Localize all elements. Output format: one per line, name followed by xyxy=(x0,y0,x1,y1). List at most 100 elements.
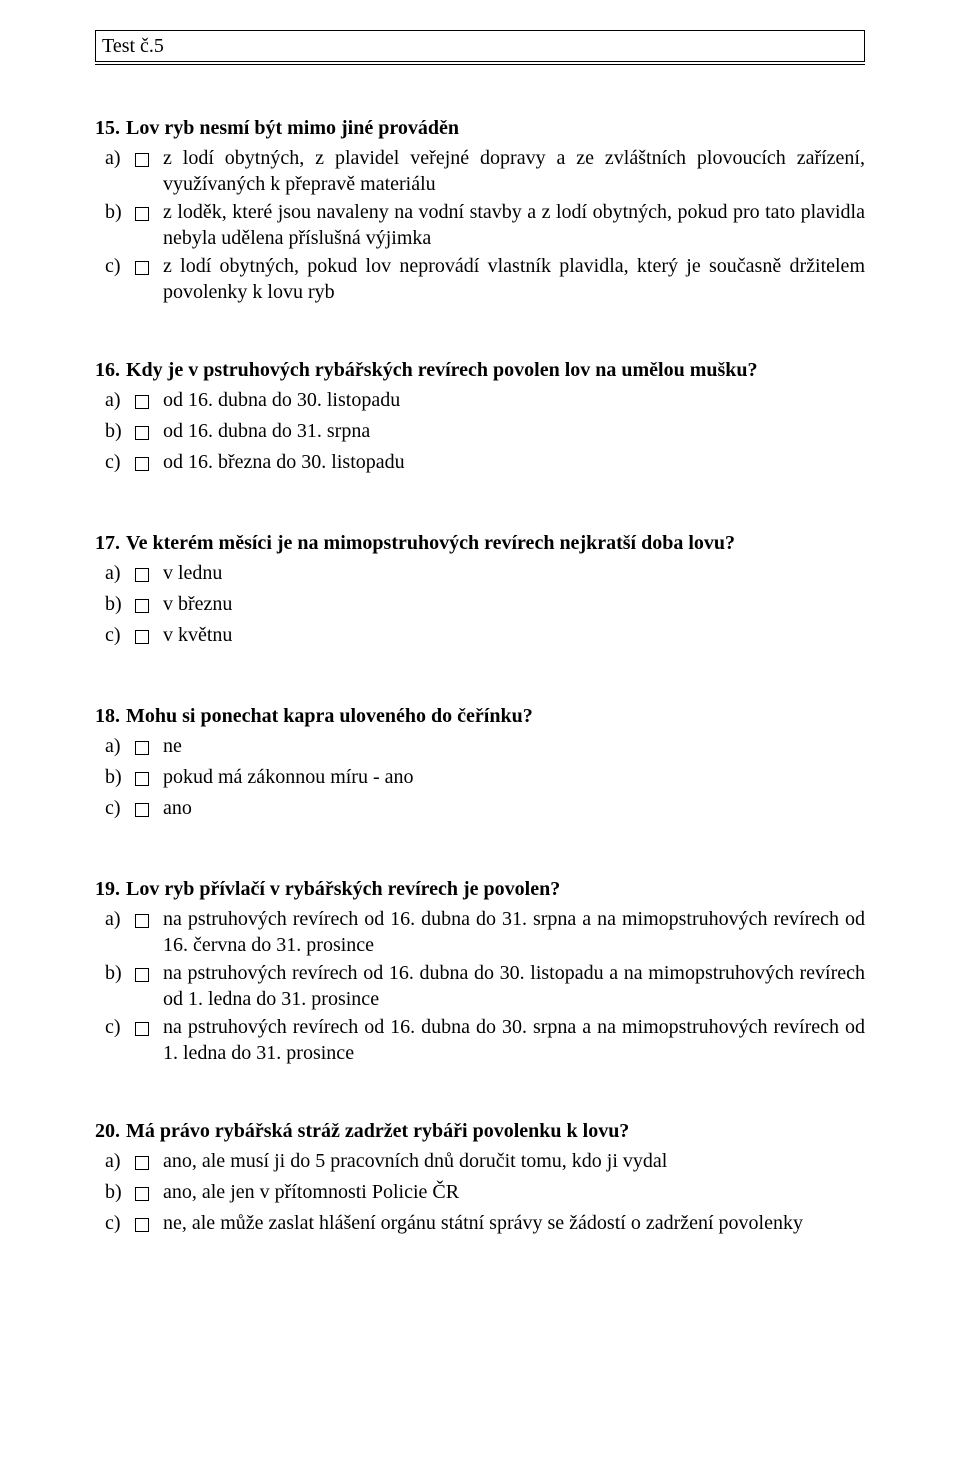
option-text: na pstruhových revírech od 16. dubna do … xyxy=(157,906,865,958)
option-text: v květnu xyxy=(157,622,865,648)
option-checkbox[interactable] xyxy=(135,1022,149,1036)
option-letter: c) xyxy=(95,1014,135,1040)
header-box: Test č.5 xyxy=(95,30,865,62)
option-row: c)ano xyxy=(95,795,865,824)
option-row: c) v květnu xyxy=(95,622,865,651)
option-letter: b) xyxy=(95,199,135,225)
question-heading: 15.Lov ryb nesmí být mimo jiné prováděn xyxy=(95,115,865,141)
option-checkbox-wrap xyxy=(135,387,157,416)
option-checkbox[interactable] xyxy=(135,457,149,471)
option-text: z lodí obytných, z plavidel veřejné dopr… xyxy=(157,145,865,197)
option-checkbox-wrap xyxy=(135,199,157,228)
question-text: Mohu si ponechat kapra uloveného do čeří… xyxy=(126,703,865,729)
option-letter: b) xyxy=(95,764,135,790)
option-row: a)na pstruhových revírech od 16. dubna d… xyxy=(95,906,865,958)
option-checkbox[interactable] xyxy=(135,630,149,644)
option-checkbox[interactable] xyxy=(135,1156,149,1170)
option-text: ne xyxy=(157,733,865,759)
option-text: z loděk, které jsou navaleny na vodní st… xyxy=(157,199,865,251)
option-checkbox-wrap xyxy=(135,1014,157,1043)
option-checkbox[interactable] xyxy=(135,395,149,409)
header-rule xyxy=(95,64,865,65)
question-number: 18. xyxy=(95,703,126,729)
questions-container: 15.Lov ryb nesmí být mimo jiné prováděn a… xyxy=(95,115,865,1239)
option-checkbox-wrap xyxy=(135,764,157,793)
option-checkbox[interactable] xyxy=(135,261,149,275)
option-row: a) ano, ale musí ji do 5 pracovních dnů d… xyxy=(95,1148,865,1177)
page: Test č.5 15.Lov ryb nesmí být mimo jiné … xyxy=(0,0,960,1481)
option-checkbox-wrap xyxy=(135,906,157,935)
option-text: od 16. března do 30. listopadu xyxy=(157,449,865,475)
question-block: 15.Lov ryb nesmí být mimo jiné prováděn a… xyxy=(95,115,865,305)
question-block: 19.Lov ryb přívlačí v rybářských revírec… xyxy=(95,876,865,1066)
option-text: z lodí obytných, pokud lov neprovádí vla… xyxy=(157,253,865,305)
option-letter: a) xyxy=(95,733,135,759)
option-checkbox-wrap xyxy=(135,253,157,282)
option-checkbox-wrap xyxy=(135,591,157,620)
option-checkbox[interactable] xyxy=(135,207,149,221)
option-row: a)od 16. dubna do 30. listopadu xyxy=(95,387,865,416)
option-row: b) z loděk, které jsou navaleny na vodní … xyxy=(95,199,865,251)
option-checkbox[interactable] xyxy=(135,741,149,755)
question-text: Kdy je v pstruhových rybářských revírech… xyxy=(126,357,865,383)
option-text: od 16. dubna do 31. srpna xyxy=(157,418,865,444)
option-text: od 16. dubna do 30. listopadu xyxy=(157,387,865,413)
option-text: v březnu xyxy=(157,591,865,617)
option-letter: b) xyxy=(95,1179,135,1205)
option-letter: c) xyxy=(95,449,135,475)
option-letter: a) xyxy=(95,1148,135,1174)
question-text: Lov ryb nesmí být mimo jiné prováděn xyxy=(126,115,865,141)
option-checkbox-wrap xyxy=(135,449,157,478)
question-block: 16.Kdy je v pstruhových rybářských revír… xyxy=(95,357,865,478)
option-checkbox-wrap xyxy=(135,1179,157,1208)
option-text: ne, ale může zaslat hlášení orgánu státn… xyxy=(157,1210,865,1236)
option-letter: a) xyxy=(95,145,135,171)
question-block: 18.Mohu si ponechat kapra uloveného do č… xyxy=(95,703,865,824)
option-checkbox[interactable] xyxy=(135,1187,149,1201)
option-checkbox[interactable] xyxy=(135,153,149,167)
option-checkbox-wrap xyxy=(135,795,157,824)
option-checkbox[interactable] xyxy=(135,803,149,817)
option-checkbox-wrap xyxy=(135,733,157,762)
question-text: Lov ryb přívlačí v rybářských revírech j… xyxy=(126,876,865,902)
question-heading: 18.Mohu si ponechat kapra uloveného do č… xyxy=(95,703,865,729)
option-row: c) z lodí obytných, pokud lov neprovádí v… xyxy=(95,253,865,305)
question-number: 16. xyxy=(95,357,126,383)
option-checkbox[interactable] xyxy=(135,772,149,786)
question-block: 17.Ve kterém měsíci je na mimopstruhovýc… xyxy=(95,530,865,651)
option-text: ano, ale musí ji do 5 pracovních dnů dor… xyxy=(157,1148,865,1174)
option-checkbox-wrap xyxy=(135,560,157,589)
option-letter: c) xyxy=(95,622,135,648)
option-checkbox-wrap xyxy=(135,622,157,651)
question-heading: 17.Ve kterém měsíci je na mimopstruhovýc… xyxy=(95,530,865,556)
option-text: ano, ale jen v přítomnosti Policie ČR xyxy=(157,1179,865,1205)
option-checkbox[interactable] xyxy=(135,968,149,982)
option-text: v lednu xyxy=(157,560,865,586)
option-checkbox[interactable] xyxy=(135,568,149,582)
option-letter: c) xyxy=(95,253,135,279)
option-row: b) pokud má zákonnou míru - ano xyxy=(95,764,865,793)
option-letter: b) xyxy=(95,418,135,444)
question-number: 17. xyxy=(95,530,126,556)
option-row: b) v březnu xyxy=(95,591,865,620)
option-checkbox[interactable] xyxy=(135,914,149,928)
option-letter: b) xyxy=(95,591,135,617)
question-number: 20. xyxy=(95,1118,126,1144)
option-checkbox-wrap xyxy=(135,418,157,447)
option-text: na pstruhových revírech od 16. dubna do … xyxy=(157,960,865,1012)
question-text: Má právo rybářská stráž zadržet rybáři p… xyxy=(126,1118,865,1144)
option-checkbox-wrap xyxy=(135,145,157,174)
question-number: 15. xyxy=(95,115,126,141)
option-row: a) z lodí obytných, z plavidel veřejné do… xyxy=(95,145,865,197)
option-checkbox[interactable] xyxy=(135,599,149,613)
option-letter: c) xyxy=(95,1210,135,1236)
question-number: 19. xyxy=(95,876,126,902)
option-letter: c) xyxy=(95,795,135,821)
option-checkbox[interactable] xyxy=(135,426,149,440)
option-checkbox[interactable] xyxy=(135,1218,149,1232)
header-title: Test č.5 xyxy=(102,35,164,57)
question-text: Ve kterém měsíci je na mimopstruhových r… xyxy=(126,530,865,556)
option-row: b) ano, ale jen v přítomnosti Policie ČR xyxy=(95,1179,865,1208)
option-text: pokud má zákonnou míru - ano xyxy=(157,764,865,790)
question-heading: 20.Má právo rybářská stráž zadržet rybář… xyxy=(95,1118,865,1144)
